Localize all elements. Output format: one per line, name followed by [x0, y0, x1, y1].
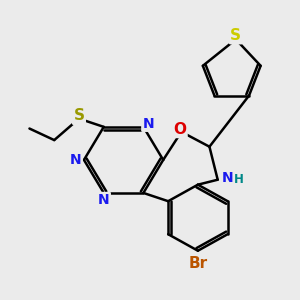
Text: O: O [173, 122, 186, 137]
Text: S: S [230, 28, 242, 43]
Text: N: N [142, 117, 154, 130]
Text: N: N [98, 193, 110, 207]
Text: S: S [74, 109, 85, 124]
Text: N: N [222, 171, 233, 185]
Text: H: H [234, 172, 244, 186]
Text: Br: Br [188, 256, 207, 272]
Text: N: N [70, 153, 82, 167]
